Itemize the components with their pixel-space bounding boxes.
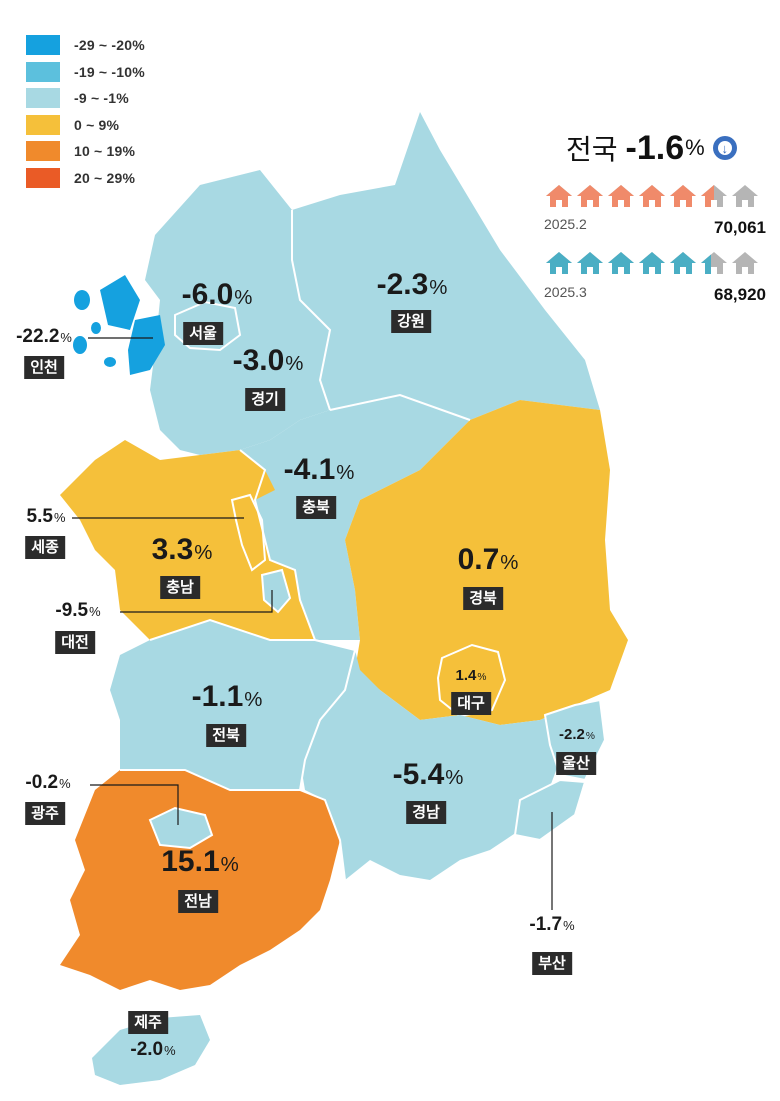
legend-label: -9 ~ -1%: [74, 90, 129, 107]
legend-swatch: [26, 141, 60, 162]
legend-item: -9 ~ -1%: [26, 85, 145, 112]
region-sejong: [230, 493, 267, 572]
region-chungnam: [60, 440, 315, 640]
province-borders: [120, 210, 471, 881]
leader-lines: [72, 337, 553, 910]
region-value: -5.4%: [392, 758, 464, 791]
national-unit: %: [685, 135, 705, 160]
region-value: 0.7%: [457, 543, 519, 576]
region-value: -3.0%: [232, 344, 304, 377]
region-tag: 경남: [406, 801, 446, 824]
region-value: 3.3%: [151, 533, 213, 566]
house-icon: [577, 185, 603, 207]
transaction-count: 68,920: [714, 285, 766, 304]
legend-item: 0 ~ 9%: [26, 112, 145, 139]
region-jeju: [92, 1015, 210, 1085]
region-busan: [513, 778, 587, 842]
region-tag: 울산: [556, 752, 596, 775]
region-gangwon: [292, 112, 600, 420]
legend-label: 0 ~ 9%: [74, 116, 120, 133]
region-value: -0.2%: [25, 772, 71, 793]
legend-swatch: [26, 114, 60, 135]
region-jeonnam: [60, 770, 340, 990]
region-tag: 대구: [451, 692, 491, 715]
region-gyeongnam: [300, 650, 580, 880]
region-jeonbuk: [110, 620, 355, 790]
region-tag: 대전: [55, 631, 95, 654]
region-value: 1.4%: [455, 667, 487, 684]
region-tag: 광주: [25, 802, 65, 825]
legend-label: -29 ~ -20%: [74, 37, 145, 54]
house-icon: [670, 185, 696, 207]
region-tag: 충북: [296, 496, 336, 519]
region-tag: 제주: [128, 1011, 168, 1034]
region-value: -9.5%: [55, 600, 101, 621]
house-icons-2025-3: [544, 250, 761, 276]
region-value: -2.3%: [376, 268, 448, 301]
national-summary: 전국 -1.6 % ↓: [566, 128, 737, 168]
house-icon: [701, 252, 727, 274]
legend-swatch: [26, 88, 60, 109]
national-name: 전국: [566, 134, 618, 165]
region-value: -1.7%: [529, 914, 575, 935]
transaction-count: 70,061: [714, 218, 766, 237]
region-tag: 충남: [160, 576, 200, 599]
region-tag: 강원: [391, 310, 431, 333]
house-icon: [732, 252, 758, 274]
region-value: -4.1%: [283, 453, 355, 486]
region-value: -22.2%: [16, 326, 72, 347]
region-daejeon: [260, 568, 292, 614]
legend-swatch: [26, 167, 60, 188]
region-value: -2.2%: [559, 726, 595, 743]
house-icon: [546, 185, 572, 207]
region-tag: 경북: [463, 587, 503, 610]
region-value: 5.5%: [26, 506, 66, 527]
house-icon: [639, 252, 665, 274]
region-value: -2.0%: [130, 1039, 176, 1060]
house-icon: [546, 252, 572, 274]
region-value: 15.1%: [161, 845, 239, 878]
region-gwangju: [148, 806, 214, 850]
region-tag: 세종: [25, 536, 65, 559]
legend-swatch: [26, 35, 60, 56]
house-icon: [577, 252, 603, 274]
region-gyeonggi: [145, 170, 330, 455]
legend-label: 10 ~ 19%: [74, 143, 136, 160]
region-tag: 부산: [532, 952, 572, 975]
period-label: 2025.2: [544, 216, 587, 232]
legend-swatch: [26, 61, 60, 82]
house-icon: [608, 185, 634, 207]
region-tag: 경기: [245, 388, 285, 411]
region-tag: 서울: [183, 322, 223, 345]
legend-label: -19 ~ -10%: [74, 63, 145, 80]
legend-label: 20 ~ 29%: [74, 169, 136, 186]
region-value: -6.0%: [181, 278, 253, 311]
period-label: 2025.3: [544, 284, 587, 300]
legend-item: 10 ~ 19%: [26, 138, 145, 165]
legend-item: -19 ~ -10%: [26, 59, 145, 86]
down-arrow-circle-icon: ↓: [712, 136, 737, 160]
region-tag: 인천: [24, 356, 64, 379]
map-legend: -29 ~ -20% -19 ~ -10% -9 ~ -1% 0 ~ 9% 10…: [26, 32, 145, 191]
national-value: -1.6: [625, 128, 685, 167]
region-gyeongbuk: [345, 400, 628, 725]
house-icon: [732, 185, 758, 207]
region-chungbuk: [240, 395, 470, 640]
house-icon: [639, 185, 665, 207]
house-icon: [670, 252, 696, 274]
house-icon: [701, 185, 727, 207]
house-icons-2025-2: [544, 183, 761, 209]
legend-item: 20 ~ 29%: [26, 165, 145, 192]
legend-item: -29 ~ -20%: [26, 32, 145, 59]
region-tag: 전북: [206, 724, 246, 747]
region-incheon: [73, 275, 165, 375]
region-value: -1.1%: [191, 680, 263, 713]
region-tag: 전남: [178, 890, 218, 913]
house-icon: [608, 252, 634, 274]
